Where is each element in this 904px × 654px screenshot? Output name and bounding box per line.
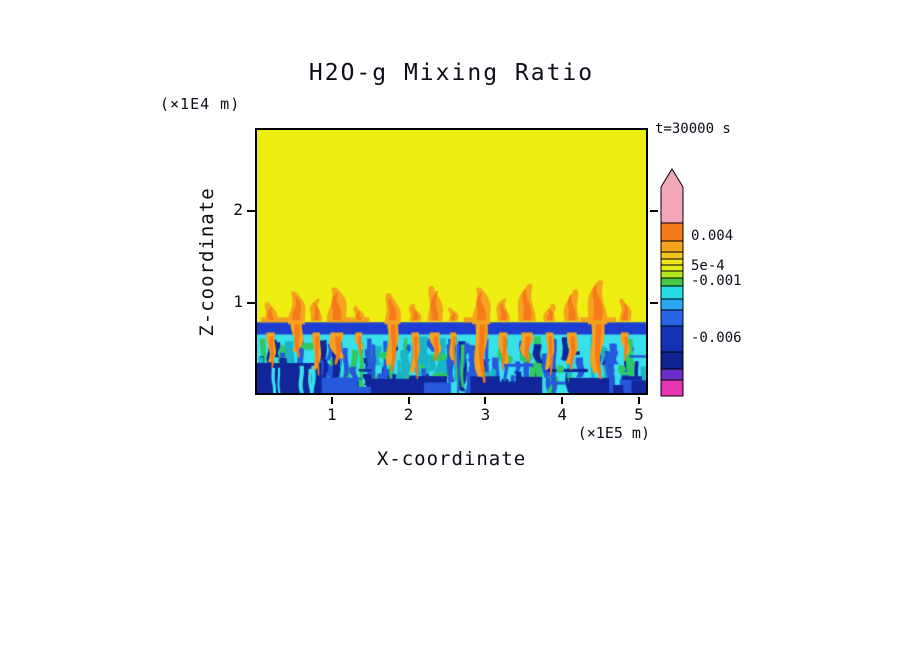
colorbar-label: 5e-4 [691,257,725,274]
x-tick-label: 2 [403,405,414,424]
colorbar-segment [660,285,684,300]
colorbar-segment [660,325,684,353]
y-axis-tick [650,209,658,212]
x-axis-tick [484,397,487,404]
x-tick-label: 1 [326,405,337,424]
colorbar-segment [660,270,684,279]
heatmap-canvas [257,130,646,393]
colorbar-segment [660,298,684,311]
colorbar-segment [660,251,684,260]
x-axis-tick [561,397,564,404]
colorbar-label: -0.001 [691,272,742,289]
colorbar-segment [660,368,684,381]
x-tick-label: 4 [557,405,568,424]
colorbar-segment [660,240,684,253]
colorbar-segment [660,351,684,370]
y-tick-label: 1 [233,291,243,311]
y-axis-unit-label: (×1E4 m) [160,95,241,113]
time-label: t=30000 s [655,121,731,137]
colorbar-label: -0.006 [691,330,742,347]
y-axis-tick [650,301,658,304]
colorbar-segment [660,168,684,224]
x-axis-tick [407,397,410,404]
chart-title: H2O-g Mixing Ratio [308,60,595,86]
colorbar-label: 0.004 [691,228,734,245]
colorbar-segment [660,222,684,242]
colorbar-segment [660,264,684,272]
colorbar-segment [660,277,684,287]
colorbar-segment [660,379,684,397]
y-axis-tick [247,301,255,304]
x-axis-tick [638,397,640,404]
colorbar-segment [660,309,684,327]
colorbar [660,168,684,397]
x-tick-label: 3 [480,405,491,424]
x-axis-unit-label: (×1E5 m) [577,424,650,442]
plot-area [255,128,648,395]
colorbar-segment [660,258,684,266]
y-tick-label: 2 [233,199,243,219]
x-axis-tick [330,397,333,404]
y-axis-tick [247,209,255,212]
x-tick-label: 5 [634,405,644,424]
x-axis-label: X-coordinate [376,448,527,470]
y-axis-label: Z-coordinate [196,187,218,337]
